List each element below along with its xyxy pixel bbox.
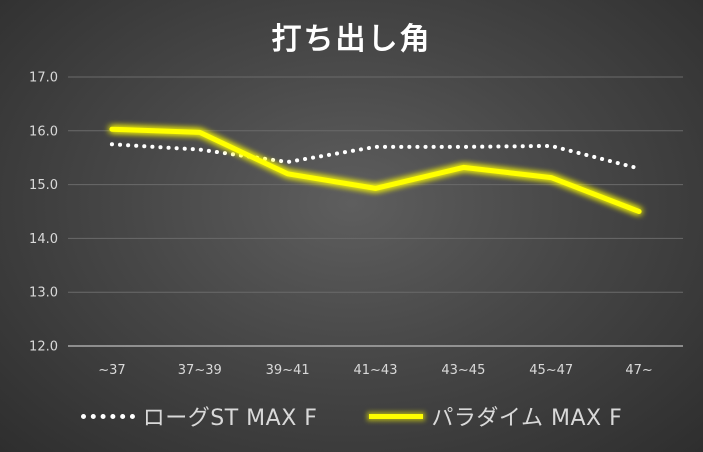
x-axis-ticks: ~37 37~39 39~41 41~43 43~45 45~47 47~ bbox=[98, 363, 653, 378]
x-tick-label: ~37 bbox=[98, 363, 125, 378]
x-tick-label: 47~ bbox=[625, 363, 652, 378]
x-tick-label: 43~45 bbox=[441, 363, 485, 378]
legend-swatch-solid bbox=[369, 413, 424, 419]
x-tick-label: 45~47 bbox=[529, 363, 573, 378]
gridlines bbox=[68, 76, 683, 347]
x-tick-label: 41~43 bbox=[354, 363, 398, 378]
y-tick-label: 14.0 bbox=[29, 232, 58, 247]
x-tick-label: 39~41 bbox=[266, 363, 310, 378]
y-tick-label: 16.0 bbox=[29, 124, 58, 139]
y-tick-label: 15.0 bbox=[29, 178, 58, 193]
series-lines bbox=[109, 126, 642, 214]
chart-title: 打ち出し角 bbox=[271, 22, 432, 57]
y-axis-ticks: 12.0 13.0 14.0 15.0 16.0 17.0 bbox=[29, 71, 58, 355]
legend-item-series-1: ローグST MAX F bbox=[80, 400, 318, 432]
series-line-2 bbox=[109, 126, 642, 214]
y-tick-label: 13.0 bbox=[29, 286, 58, 301]
legend-swatch-dotted bbox=[80, 413, 135, 419]
series-line-1 bbox=[109, 142, 642, 171]
legend-label-series-2: パラダイム MAX F bbox=[431, 406, 623, 431]
x-tick-label: 37~39 bbox=[178, 363, 222, 378]
legend-label-series-1: ローグST MAX F bbox=[142, 406, 318, 431]
y-tick-label: 17.0 bbox=[29, 71, 58, 86]
legend-item-series-2: パラダイム MAX F bbox=[369, 400, 622, 432]
y-tick-label: 12.0 bbox=[29, 340, 58, 355]
legend: ローグST MAX F パラダイム MAX F bbox=[0, 396, 703, 436]
